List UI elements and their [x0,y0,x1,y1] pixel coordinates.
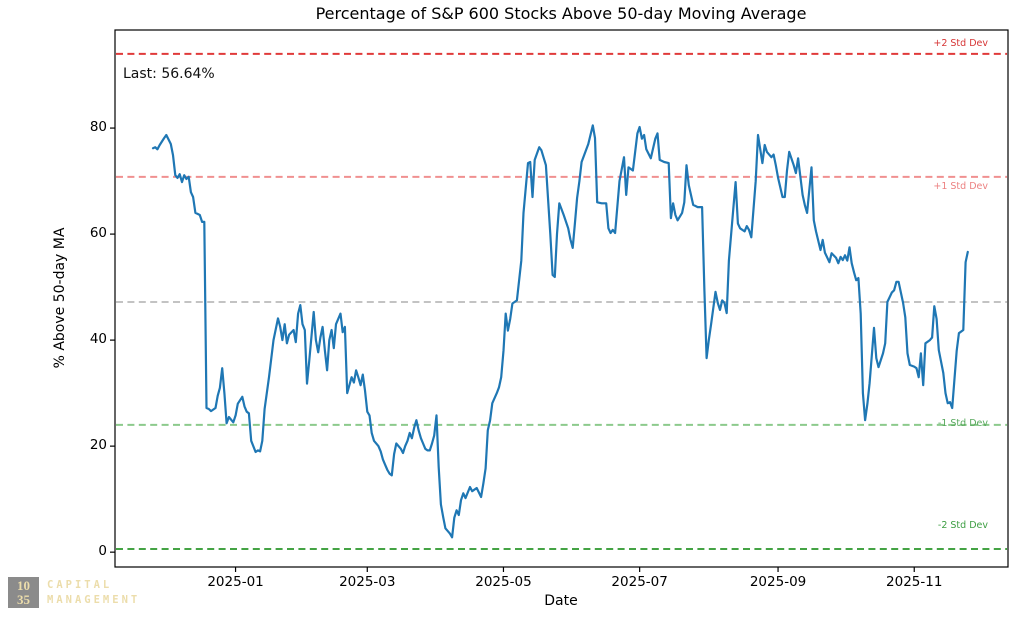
x-tick-label-4: 2025-09 [749,574,807,590]
ref-label-minus1-std-dev: -1 Std Dev [937,417,988,429]
ref-label-plus1-std-dev: +1 Std Dev [933,180,988,192]
axes-border [114,29,1009,568]
logo-wordmark: CAPITAL MANAGEMENT [39,577,140,608]
x-axis-label: Date [544,593,578,609]
ref-label-plus2-std-dev: +2 Std Dev [933,37,988,49]
data-line [151,124,969,539]
y-axis-label: % Above 50-day MA [52,227,68,369]
x-tick-label-5: 2025-11 [886,574,943,590]
last-value-annotation: Last: 56.64% [123,66,215,82]
company-logo: 10 35 CAPITAL MANAGEMENT [8,577,140,608]
y-tick-label-2: 40 [89,331,107,348]
y-tick-label-1: 20 [89,437,107,454]
chart-title: Percentage of S&P 600 Stocks Above 50-da… [315,4,807,23]
x-tick-label-2: 2025-05 [475,574,532,590]
y-tick-label-3: 60 [89,225,107,242]
logo-number-top: 10 [17,577,30,593]
ref-label-minus2-std-dev: -2 Std Dev [937,519,988,531]
x-tick-label-0: 2025-01 [207,574,264,590]
x-tick-label-1: 2025-03 [339,574,396,590]
logo-number-bottom: 35 [17,591,30,607]
logo-capital-text: CAPITAL [47,579,113,591]
x-tick-label-3: 2025-07 [611,574,668,590]
logo-box: 10 35 [8,577,39,608]
logo-management-text: MANAGEMENT [47,594,141,606]
y-tick-label-0: 0 [98,543,107,560]
y-tick-label-4: 80 [89,119,107,136]
